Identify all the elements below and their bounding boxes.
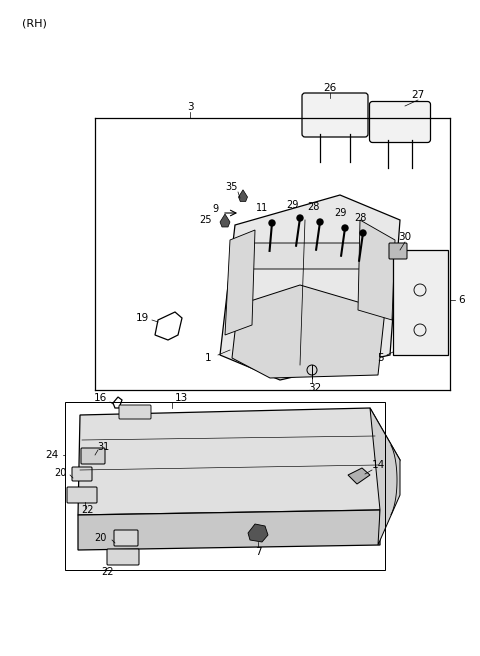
Circle shape [317, 219, 323, 225]
Text: 29: 29 [286, 200, 298, 210]
FancyBboxPatch shape [81, 448, 105, 464]
Text: 29: 29 [334, 208, 346, 218]
Circle shape [360, 230, 366, 236]
Text: 24: 24 [46, 450, 59, 460]
FancyBboxPatch shape [302, 93, 368, 137]
Text: 14: 14 [372, 460, 384, 470]
Polygon shape [348, 468, 370, 484]
FancyBboxPatch shape [107, 549, 139, 565]
Text: 7: 7 [255, 547, 261, 557]
Text: 35: 35 [226, 182, 238, 192]
Text: 19: 19 [135, 313, 149, 323]
Text: 6: 6 [459, 295, 465, 305]
Text: 28: 28 [307, 202, 319, 212]
Text: 31: 31 [97, 442, 109, 452]
Text: 11: 11 [256, 203, 268, 213]
Text: 22: 22 [101, 567, 113, 577]
Polygon shape [239, 190, 248, 201]
Text: 20: 20 [94, 533, 106, 543]
Circle shape [269, 220, 275, 226]
Text: 5: 5 [377, 353, 384, 363]
Text: 9: 9 [212, 204, 218, 214]
Bar [393, 250, 448, 355]
Text: 28: 28 [354, 213, 366, 223]
Circle shape [297, 215, 303, 221]
FancyBboxPatch shape [72, 467, 92, 481]
FancyBboxPatch shape [114, 530, 138, 546]
Text: 13: 13 [175, 393, 188, 403]
Polygon shape [232, 285, 385, 378]
Text: 1: 1 [204, 353, 211, 363]
FancyBboxPatch shape [67, 487, 97, 503]
Text: 26: 26 [324, 83, 336, 93]
Text: 27: 27 [411, 90, 425, 100]
Polygon shape [248, 524, 268, 542]
FancyBboxPatch shape [119, 405, 151, 419]
Polygon shape [78, 510, 380, 550]
Polygon shape [78, 408, 400, 515]
Polygon shape [220, 214, 230, 227]
Text: 16: 16 [94, 393, 107, 403]
Text: (RH): (RH) [22, 18, 47, 28]
FancyBboxPatch shape [389, 243, 407, 259]
Circle shape [342, 225, 348, 231]
Text: 32: 32 [308, 383, 322, 393]
Text: 22: 22 [82, 505, 94, 515]
Text: 30: 30 [398, 232, 411, 242]
Polygon shape [358, 220, 395, 320]
Polygon shape [220, 195, 400, 380]
Text: 20: 20 [54, 468, 66, 478]
Polygon shape [370, 408, 400, 545]
FancyBboxPatch shape [234, 243, 392, 269]
Polygon shape [225, 230, 255, 335]
Text: 25: 25 [199, 215, 211, 225]
Text: 3: 3 [187, 102, 193, 112]
FancyBboxPatch shape [370, 102, 431, 142]
